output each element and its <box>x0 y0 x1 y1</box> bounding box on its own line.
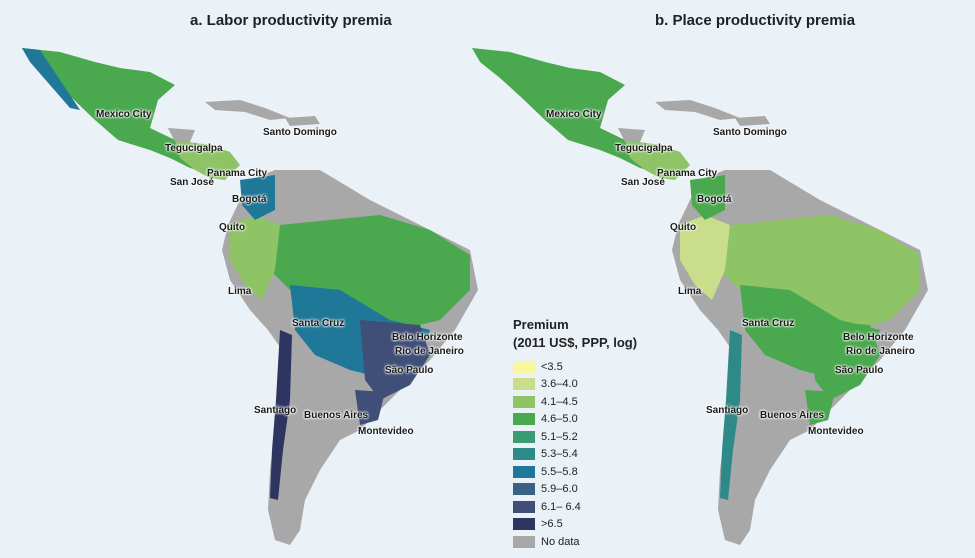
legend-label: 6.1– 6.4 <box>541 500 581 513</box>
legend-swatch <box>513 535 535 548</box>
legend-item: >6.5 <box>513 516 663 534</box>
legend-item: 5.1–5.2 <box>513 428 663 446</box>
city-label-santa-cruz-b: Santa Cruz <box>742 318 795 329</box>
legend-item: 6.1– 6.4 <box>513 498 663 516</box>
city-label-rio-de-janeiro-b: Rio de Janeiro <box>846 346 915 357</box>
legend-label: <3.5 <box>541 360 563 373</box>
city-label-panama-city-b: Panama City <box>657 168 718 179</box>
uruguay-south-brazil-b <box>805 390 835 425</box>
hispaniola-island-b <box>735 116 770 126</box>
legend-item: 5.3–5.4 <box>513 446 663 464</box>
city-label-lima-a: Lima <box>228 286 252 297</box>
legend-item: <3.5 <box>513 358 663 376</box>
city-label-santo-domingo-b: Santo Domingo <box>713 127 787 138</box>
city-label-quito-b: Quito <box>670 222 697 233</box>
legend-item: 5.9–6.0 <box>513 481 663 499</box>
legend-swatch <box>513 448 535 461</box>
legend-label: 4.6–5.0 <box>541 413 578 426</box>
legend-swatch <box>513 413 535 426</box>
andes-north-region <box>230 215 280 300</box>
legend-items: <3.5 3.6–4.0 4.1–4.5 4.6–5.0 5.1–5.2 5.3–5.4 5… <box>513 358 663 551</box>
city-label-quito-a: Quito <box>219 222 246 233</box>
city-label-montevideo-a: Montevideo <box>358 426 414 437</box>
legend-title-line1: Premium <box>513 317 569 332</box>
legend-label: 4.1–4.5 <box>541 395 578 408</box>
hispaniola-island <box>285 116 320 126</box>
legend-title-line2: (2011 US$, PPP, log) <box>513 335 638 350</box>
legend-label: 5.1–5.2 <box>541 430 578 443</box>
legend-item: 4.6–5.0 <box>513 411 663 429</box>
legend-swatch <box>513 465 535 478</box>
city-label-rio-de-janeiro-a: Rio de Janeiro <box>395 346 464 357</box>
city-label-santiago-b: Santiago <box>706 405 749 416</box>
city-label-montevideo-b: Montevideo <box>808 426 864 437</box>
central-america-region <box>175 140 240 180</box>
colombia-region <box>240 175 275 220</box>
legend-item: 4.1–4.5 <box>513 393 663 411</box>
city-label-bogota-a: Bogotá <box>232 194 267 205</box>
chile-strip-b <box>720 330 742 500</box>
legend-label: 3.6–4.0 <box>541 378 578 391</box>
city-label-bogota-b: Bogotá <box>697 194 732 205</box>
legend-label: 5.5–5.8 <box>541 465 578 478</box>
legend-label: >6.5 <box>541 518 563 531</box>
amazon-region <box>270 215 470 330</box>
colombia-region-b <box>690 175 725 220</box>
mexico-coast-premium <box>22 48 80 110</box>
city-label-buenos-aires-b: Buenos Aires <box>760 410 825 421</box>
city-label-mexico-city-a: Mexico City <box>96 109 152 120</box>
legend-label: No data <box>541 535 580 548</box>
cuba-island-b <box>655 100 740 120</box>
legend-item: 5.5–5.8 <box>513 463 663 481</box>
city-label-santiago-a: Santiago <box>254 405 297 416</box>
legend-swatch <box>513 378 535 391</box>
legend-swatch <box>513 395 535 408</box>
central-america-nodata-b <box>618 128 645 142</box>
legend-label: 5.3–5.4 <box>541 448 578 461</box>
southeast-brazil-region <box>360 320 430 400</box>
legend-label: 5.9–6.0 <box>541 483 578 496</box>
city-label-santa-cruz-a: Santa Cruz <box>292 318 345 329</box>
uruguay-south-brazil <box>355 390 385 425</box>
city-label-santo-domingo-a: Santo Domingo <box>263 127 337 138</box>
city-label-mexico-city-b: Mexico City <box>546 109 602 120</box>
city-label-lima-b: Lima <box>678 286 702 297</box>
panel-a-title: a. Labor productivity premia <box>190 12 392 29</box>
mexico-region <box>22 48 218 172</box>
amazon-region-b <box>720 215 920 330</box>
city-label-san-jose-a: San José <box>170 177 214 188</box>
city-label-belo-horizonte-b: Belo Horizonte <box>843 332 914 343</box>
panel-b-title: b. Place productivity premia <box>655 12 856 29</box>
city-label-san-jose-b: San José <box>621 177 665 188</box>
city-label-belo-horizonte-a: Belo Horizonte <box>392 332 463 343</box>
central-america-region-b <box>625 140 690 180</box>
legend-item: No data <box>513 533 663 551</box>
legend-swatch <box>513 430 535 443</box>
legend-swatch <box>513 500 535 513</box>
legend-swatch <box>513 518 535 531</box>
chile-strip <box>270 330 292 500</box>
city-label-buenos-aires-a: Buenos Aires <box>304 410 369 421</box>
city-label-sao-paulo-a: São Paulo <box>385 365 434 376</box>
mexico-region-b <box>472 48 668 172</box>
city-label-tegucigalpa-a: Tegucigalpa <box>165 143 223 154</box>
central-america-nodata <box>168 128 195 142</box>
andes-north-region-b <box>680 215 730 300</box>
legend-item: 3.6–4.0 <box>513 376 663 394</box>
city-label-tegucigalpa-b: Tegucigalpa <box>615 143 673 154</box>
cuba-island <box>205 100 290 120</box>
city-label-sao-paulo-b: São Paulo <box>835 365 884 376</box>
legend-swatch <box>513 483 535 496</box>
legend: Premium (2011 US$, PPP, log) <3.5 3.6–4.0… <box>513 316 663 551</box>
southeast-brazil-region-b <box>810 320 880 400</box>
city-label-panama-city-a: Panama City <box>207 168 268 179</box>
legend-swatch <box>513 360 535 373</box>
